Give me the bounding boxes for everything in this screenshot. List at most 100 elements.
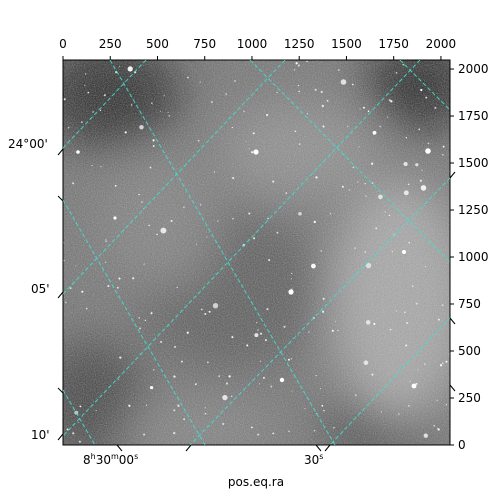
star-47: [95, 409, 97, 412]
star-173: [363, 106, 365, 109]
pixel-y-tick-label-8: 2000: [458, 62, 489, 76]
dec-tick-label-2: 10': [31, 428, 50, 442]
star-30: [371, 182, 374, 184]
right-edge-grid-ticks: [449, 171, 456, 392]
star-129: [390, 100, 393, 103]
star-115: [341, 185, 344, 188]
star-184: [407, 183, 410, 185]
star-23: [186, 331, 189, 334]
pixel-x-tick-label-4: 1000: [237, 37, 268, 51]
star-57: [107, 285, 110, 288]
star-11: [217, 220, 219, 222]
star-13: [170, 219, 173, 222]
star-54: [304, 408, 306, 410]
star-213: [365, 320, 371, 325]
star-12: [160, 110, 161, 112]
star-116: [254, 333, 259, 338]
star-134: [92, 111, 94, 113]
grid-line-6: [63, 60, 286, 295]
star-114: [232, 218, 234, 220]
star-25: [266, 308, 269, 311]
pixel-x-ticks: 0 250 500 750 1000 1250 1500 1750 2000: [59, 37, 456, 60]
star-121: [308, 331, 310, 333]
star-146: [176, 286, 178, 289]
star-17: [297, 64, 300, 67]
ra-tick-label-0: 8h30m00s: [83, 452, 138, 467]
pixel-x-tick-label-5: 1250: [284, 37, 315, 51]
star-90: [117, 378, 119, 380]
star-133: [436, 399, 438, 402]
ra-tick-labels: 8h30m00s 30s: [83, 444, 331, 467]
star-142: [104, 261, 107, 263]
star-166: [208, 310, 211, 313]
star-171: [69, 287, 72, 290]
star-4: [105, 240, 107, 242]
star-231: [359, 108, 361, 110]
grid-line-7: [63, 60, 421, 437]
sky-image: [63, 60, 450, 445]
star-150: [287, 358, 290, 361]
star-124: [441, 304, 444, 307]
star-117: [445, 404, 447, 406]
star-41: [183, 418, 186, 421]
star-238: [306, 60, 308, 63]
pixel-y-tick-label-5: 1250: [458, 203, 489, 217]
star-69: [442, 362, 444, 365]
star-154: [321, 310, 325, 313]
star-42: [403, 161, 408, 167]
x-axis-title: pos.eq.ra: [228, 475, 284, 489]
star-21: [156, 233, 158, 236]
star-175: [130, 104, 133, 106]
star-195: [295, 62, 298, 65]
star-7: [257, 433, 260, 436]
star-242: [259, 332, 263, 335]
star-215: [173, 431, 176, 435]
star-211: [116, 286, 119, 289]
star-139: [406, 321, 409, 325]
bright-star-4: [411, 383, 417, 389]
star-126: [351, 83, 354, 86]
bright-star-6: [76, 150, 80, 154]
star-204: [420, 185, 427, 191]
star-236: [326, 99, 329, 102]
star-27: [144, 319, 147, 322]
star-104: [294, 130, 297, 133]
star-122: [333, 426, 335, 429]
star-225: [173, 409, 176, 412]
star-170: [150, 312, 153, 315]
star-125: [323, 409, 325, 412]
star-143: [337, 69, 340, 71]
star-93: [246, 344, 249, 347]
bright-star-1: [425, 148, 431, 154]
star-113: [149, 166, 152, 169]
star-128: [143, 263, 145, 265]
star-136: [427, 142, 430, 145]
star-214: [152, 145, 155, 147]
star-70: [340, 79, 347, 85]
star-228: [378, 194, 383, 200]
star-19: [252, 132, 255, 135]
star-107: [387, 116, 389, 118]
star-51: [331, 329, 334, 332]
star-245: [124, 131, 127, 134]
star-119: [66, 428, 69, 431]
star-192: [85, 307, 88, 310]
star-193: [415, 302, 418, 305]
star-208: [103, 94, 106, 97]
star-35: [442, 145, 445, 148]
star-39: [253, 237, 256, 240]
star-196: [251, 151, 254, 154]
star-15: [276, 231, 279, 234]
star-66: [320, 250, 323, 252]
star-247: [84, 73, 87, 75]
star-177: [91, 165, 93, 167]
star-105: [72, 182, 75, 185]
star-205: [380, 411, 382, 413]
star-174: [298, 211, 302, 216]
pixel-y-tick-label-4: 1000: [458, 250, 489, 264]
star-162: [388, 214, 391, 217]
star-216: [174, 346, 176, 348]
star-161: [408, 242, 411, 244]
star-92: [148, 224, 150, 227]
